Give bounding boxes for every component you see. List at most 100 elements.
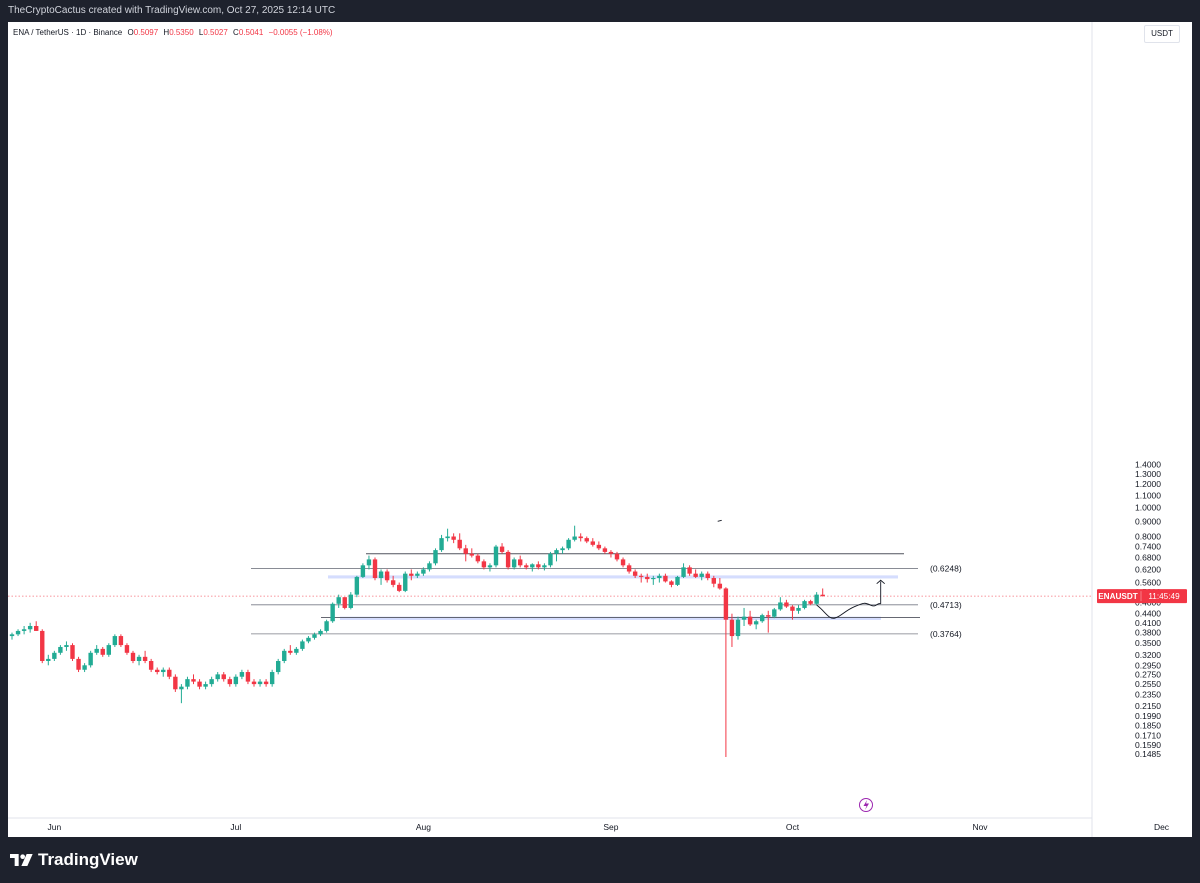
candle: [639, 573, 644, 583]
candle: [796, 605, 801, 614]
candles-layer: [9, 525, 825, 757]
candle-body: [784, 602, 789, 607]
candle-body: [148, 660, 154, 670]
close-value: 0.5041: [238, 28, 264, 37]
candle: [227, 676, 232, 687]
price-tick-label: 0.2750: [1135, 669, 1161, 679]
price-tick-label: 1.4000: [1135, 459, 1161, 469]
candle-body: [257, 681, 263, 685]
level-label: (0.3764): [930, 629, 962, 639]
drawings-layer: [717, 519, 885, 812]
candle: [64, 641, 69, 651]
price-tick-label: 0.2150: [1135, 701, 1161, 711]
candle-body: [560, 548, 565, 551]
chart-frame[interactable]: 1.4000 1.3000 1.2000 1.1000 1.0000 0.9000 0.80…: [8, 22, 1192, 837]
candle-body: [705, 573, 710, 579]
candle-body: [614, 553, 620, 560]
candle: [276, 658, 281, 675]
candle-body: [306, 637, 311, 642]
low-label: L: [198, 28, 204, 37]
candle: [687, 565, 692, 576]
candle: [766, 610, 771, 633]
time-tick-label: Sep: [603, 822, 618, 832]
candle: [124, 643, 130, 655]
attribution-bar: TheCryptoCactus created with TradingView…: [0, 0, 1200, 22]
tradingview-logo[interactable]: TradingView: [10, 849, 138, 871]
candle-body: [820, 594, 825, 597]
candle-body: [130, 652, 136, 661]
candle-body: [802, 601, 807, 608]
candle-body: [608, 551, 614, 554]
candle-body: [403, 573, 408, 591]
currency-button[interactable]: USDT: [1144, 25, 1180, 43]
candle: [723, 587, 729, 757]
candle: [524, 563, 529, 570]
candle-body: [397, 584, 402, 591]
candle-body: [294, 648, 299, 653]
candle-body: [469, 553, 474, 556]
candle: [58, 645, 63, 655]
change-value: −0.0055 (−1.08%): [268, 28, 333, 37]
candle-body: [457, 539, 462, 549]
price-tick-label: 0.3500: [1135, 638, 1161, 648]
candle: [155, 667, 160, 675]
candle-body: [572, 536, 577, 540]
lightning-icon-bolt: [863, 800, 869, 810]
candle-body: [34, 625, 39, 631]
candle: [451, 533, 456, 544]
candle-body: [451, 536, 456, 540]
candle-body: [136, 656, 142, 661]
candle-body: [729, 619, 735, 637]
candle: [209, 676, 214, 687]
candle-body: [511, 559, 517, 568]
levels-layer: (0.6248) (0.4713) (0.3764): [8, 553, 1092, 639]
candle: [342, 597, 347, 610]
candle-body: [632, 571, 638, 576]
candle-body: [808, 601, 813, 604]
candle-body: [330, 603, 335, 622]
candle: [439, 534, 444, 552]
candle-body: [566, 539, 571, 549]
candle-body: [596, 544, 602, 549]
candle: [554, 548, 559, 562]
candle: [820, 588, 825, 597]
candle: [578, 533, 583, 542]
candle-body: [427, 563, 432, 570]
candle-body: [657, 575, 662, 579]
candle: [94, 645, 99, 655]
candle-body: [27, 625, 33, 630]
candle-body: [269, 672, 275, 685]
candle: [82, 663, 87, 673]
candle: [421, 567, 426, 576]
candle: [324, 619, 329, 633]
candle: [330, 602, 335, 623]
time-axis[interactable]: Jun Jul Aug Sep Oct Nov Dec: [8, 817, 1170, 832]
candle: [645, 573, 650, 583]
price-tick-label: 1.1000: [1135, 490, 1161, 500]
candle: [288, 645, 293, 655]
candle-body: [221, 674, 226, 680]
candle: [118, 634, 124, 647]
candle-body: [372, 559, 378, 579]
candle-body: [487, 565, 493, 568]
candle-body: [318, 630, 323, 635]
candle-body: [536, 564, 541, 568]
candle: [626, 563, 632, 574]
candle: [790, 605, 795, 620]
candle-body: [645, 576, 650, 580]
candle: [802, 599, 807, 610]
tradingview-logo-icon: [10, 854, 33, 866]
candle-body: [602, 548, 608, 552]
candle: [669, 580, 674, 588]
price-tick-label: 0.5600: [1135, 578, 1161, 588]
candle: [693, 569, 698, 579]
candle: [772, 607, 777, 619]
time-tick-label: Jun: [47, 822, 61, 832]
candle: [378, 569, 384, 585]
candle-body: [46, 658, 51, 661]
candle-body: [167, 669, 172, 677]
candle: [167, 667, 172, 680]
candle: [784, 599, 789, 608]
